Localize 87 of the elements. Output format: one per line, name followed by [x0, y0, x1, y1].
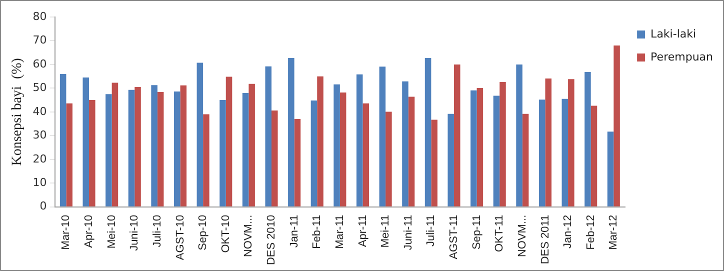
x-tick-label: Mar-11	[334, 214, 346, 249]
bar	[60, 74, 66, 206]
x-tick-label: OKT-11	[494, 214, 506, 252]
x-tick-label: Mar-12	[608, 214, 620, 250]
bar	[226, 76, 232, 206]
legend-label: Perempuan	[650, 50, 714, 64]
y-tick-label: 10	[32, 176, 47, 189]
bar	[89, 100, 96, 206]
x-tick-label: Mar-10	[60, 214, 72, 250]
bar	[66, 103, 72, 206]
bar	[470, 90, 477, 206]
x-tick-label: OKT-10	[220, 214, 232, 253]
bar	[106, 94, 112, 206]
bar	[82, 78, 90, 206]
bar	[180, 85, 187, 206]
bar	[356, 74, 363, 206]
y-tick-label: 20	[32, 152, 47, 166]
y-tick-label: 80	[32, 10, 47, 23]
x-tick-label: Juni-10	[128, 214, 141, 251]
bar	[590, 106, 598, 206]
y-tick-label: 50	[32, 81, 47, 94]
bar	[545, 78, 552, 206]
bar	[476, 88, 484, 206]
x-tick-label: Mei-11	[380, 214, 392, 248]
bar	[614, 45, 620, 206]
bar	[424, 58, 432, 206]
bar	[607, 132, 614, 206]
bar	[288, 58, 294, 206]
y-axis-title: Konsepsi bayi (%)	[10, 58, 26, 166]
x-tick-label: Mei-10	[106, 214, 118, 248]
x-tick-label: AGST-10	[174, 214, 186, 260]
bar	[538, 100, 546, 206]
y-tick-label: 0	[40, 200, 47, 213]
x-tick-label: Juni-11	[402, 214, 414, 250]
bar	[493, 96, 500, 206]
bar	[386, 112, 392, 206]
bar	[157, 92, 164, 206]
bar	[128, 90, 135, 206]
x-tick-label: NOVM...	[242, 214, 255, 258]
x-tick-label: Juli-10	[151, 214, 164, 248]
bar	[174, 92, 180, 206]
bar	[248, 84, 255, 206]
bar	[568, 79, 574, 206]
x-tick-label: DES 2010	[266, 214, 278, 266]
y-tick-label: 70	[32, 34, 47, 47]
bar	[317, 76, 324, 206]
bar	[402, 81, 408, 206]
x-tick-label: AGST-11	[448, 214, 460, 260]
x-tick-label: Apr-11	[356, 214, 369, 248]
bar	[310, 100, 318, 206]
x-tick-label: Sep-11	[470, 214, 483, 250]
bar	[362, 103, 370, 206]
y-tick-label: 30	[32, 128, 47, 142]
legend-label: Laki-laki	[650, 27, 696, 40]
bar	[265, 66, 272, 206]
bar	[431, 120, 438, 206]
bar	[242, 92, 249, 206]
bar	[272, 110, 278, 206]
bar	[112, 82, 118, 206]
x-tick-label: DES 2011	[539, 214, 552, 264]
bar	[584, 72, 591, 206]
bar	[340, 92, 346, 206]
bar	[220, 100, 226, 206]
bar	[448, 114, 454, 206]
bar	[500, 82, 506, 206]
bar	[522, 114, 529, 206]
bar	[294, 119, 301, 206]
x-tick-label: Feb-11	[311, 214, 324, 249]
bar	[203, 114, 210, 206]
bar	[408, 96, 415, 206]
bar	[196, 62, 204, 206]
bar	[151, 85, 158, 206]
y-tick-label: 60	[32, 57, 47, 70]
bar	[134, 87, 141, 206]
bar	[454, 64, 460, 206]
y-tick-label: 40	[32, 104, 47, 118]
x-tick-label: NOVM...	[516, 214, 528, 258]
x-tick-label: Apr-10	[83, 214, 96, 248]
x-tick-label: Feb-12	[584, 214, 597, 250]
bar	[334, 84, 340, 206]
bar	[562, 98, 568, 206]
x-tick-label: Jan-11	[288, 214, 300, 248]
x-tick-label: Sep-10	[197, 214, 210, 250]
x-tick-label: Juli-11	[425, 214, 438, 246]
bar	[379, 66, 386, 206]
x-tick-label: Jan-12	[562, 214, 574, 248]
bar	[516, 64, 522, 206]
